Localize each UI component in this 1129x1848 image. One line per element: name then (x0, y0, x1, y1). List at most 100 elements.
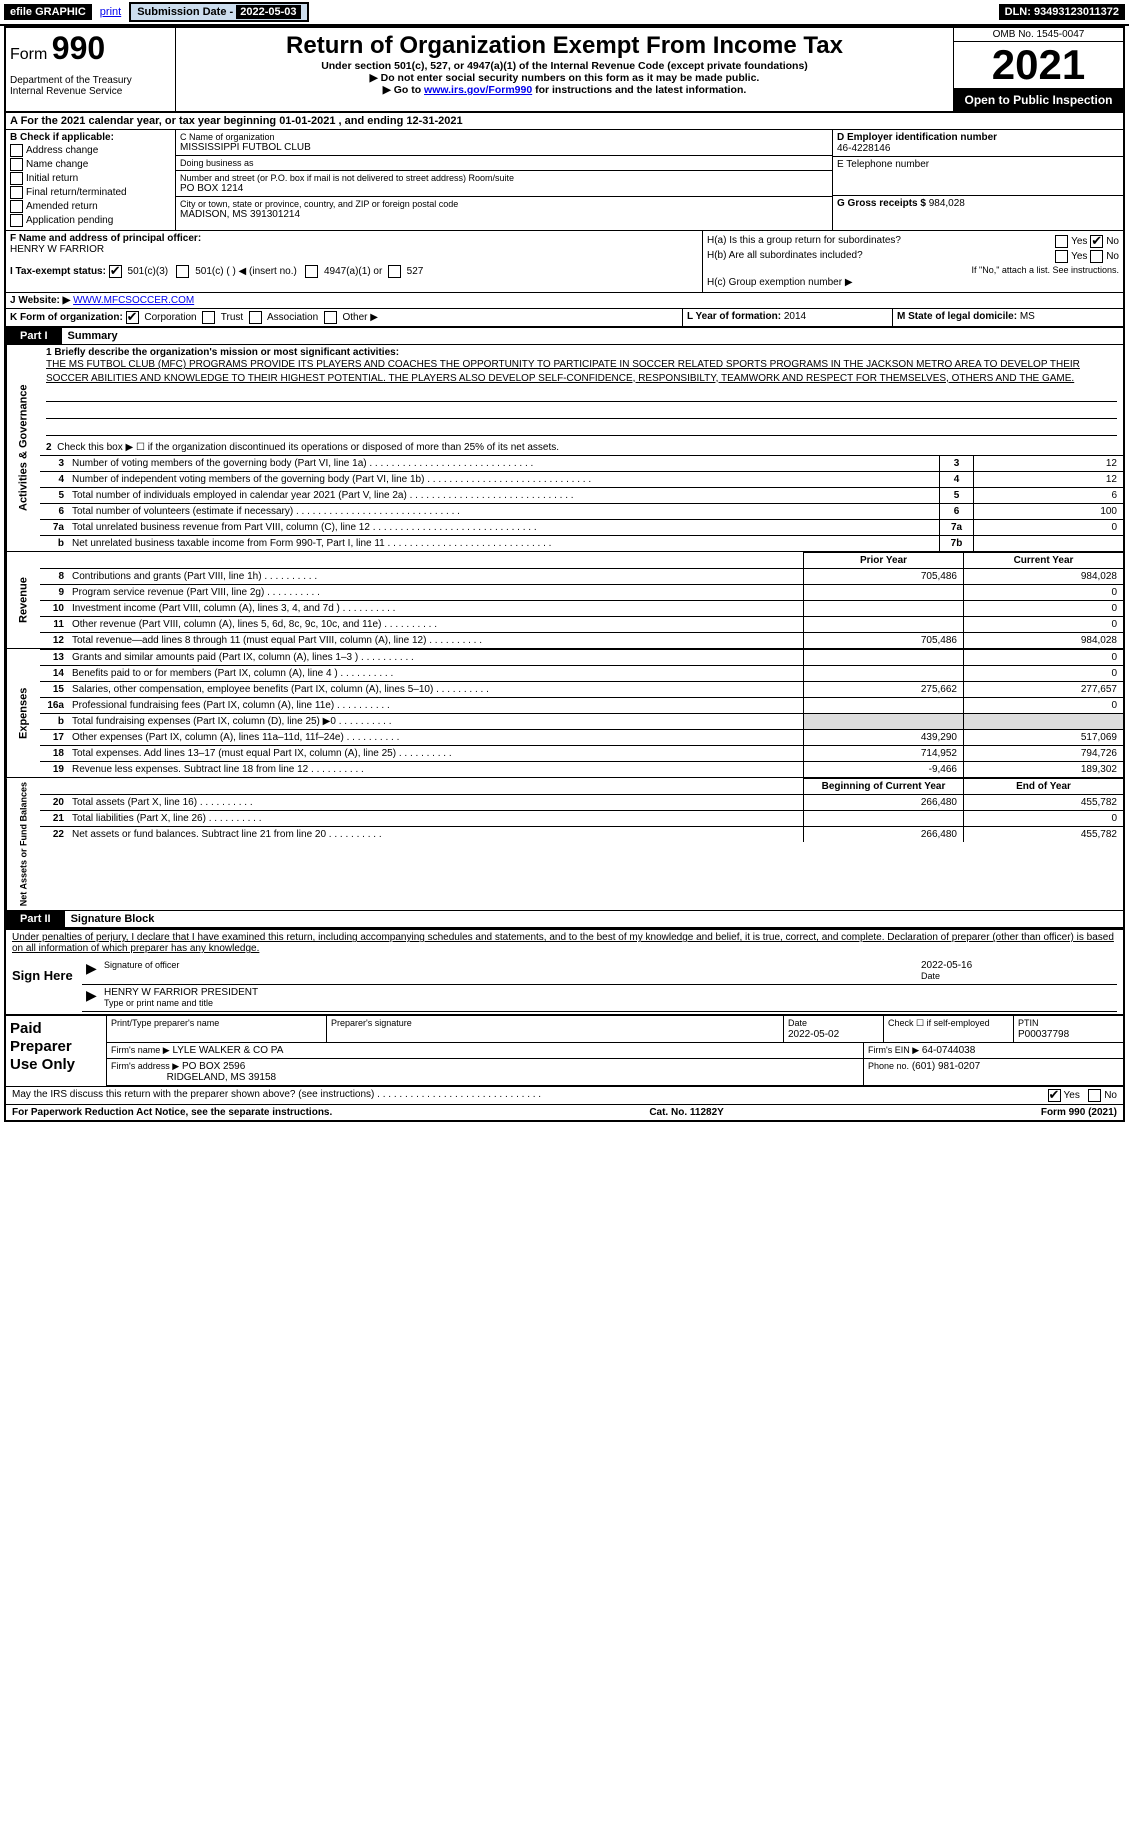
row-k-l-m: K Form of organization: Corporation Trus… (6, 309, 1123, 327)
irs-link[interactable]: www.irs.gov/Form990 (424, 84, 532, 96)
line-row: 16aProfessional fundraising fees (Part I… (40, 697, 1123, 713)
pointer-icon: ▶ (82, 958, 100, 985)
chk-other[interactable] (324, 311, 337, 324)
line-row: 8Contributions and grants (Part VIII, li… (40, 568, 1123, 584)
vlabel-governance: Activities & Governance (6, 345, 40, 551)
sig-declaration: Under penalties of perjury, I declare th… (12, 932, 1117, 954)
line-row: bNet unrelated business taxable income f… (40, 535, 1123, 551)
part1-header: Part I Summary (6, 327, 1123, 345)
chk-name-change[interactable] (10, 158, 23, 171)
city: MADISON, MS 391301214 (180, 209, 828, 220)
chk-app-pending[interactable] (10, 214, 23, 227)
chk-amended[interactable] (10, 200, 23, 213)
line-row: 21Total liabilities (Part X, line 26)0 (40, 810, 1123, 826)
chk-501c[interactable] (176, 265, 189, 278)
line-row: 5Total number of individuals employed in… (40, 487, 1123, 503)
signature-block: Under penalties of perjury, I declare th… (6, 928, 1123, 1014)
print-link[interactable]: print (100, 6, 121, 18)
firm-addr: PO BOX 2596 (182, 1061, 245, 1072)
line-row: 19Revenue less expenses. Subtract line 1… (40, 761, 1123, 777)
firm-ein: 64-0744038 (922, 1045, 975, 1056)
hdr-right: OMB No. 1545-0047 2021 Open to Public In… (953, 28, 1123, 111)
paid-preparer: Paid Preparer Use Only Print/Type prepar… (6, 1014, 1123, 1086)
foot-form: Form 990 (2021) (1041, 1107, 1117, 1118)
firm-name: LYLE WALKER & CO PA (172, 1045, 283, 1056)
line-row: 17Other expenses (Part IX, column (A), l… (40, 729, 1123, 745)
chk-discuss-no[interactable] (1088, 1089, 1101, 1102)
addr: PO BOX 1214 (180, 183, 828, 194)
line-row: 7aTotal unrelated business revenue from … (40, 519, 1123, 535)
chk-corp[interactable] (126, 311, 139, 324)
row-j-website: J Website: ▶ WWW.MFCSOCCER.COM (6, 293, 1123, 309)
line-row: 4Number of independent voting members of… (40, 471, 1123, 487)
prep-label: Paid Preparer Use Only (6, 1016, 106, 1086)
subline-3: ▶ Go to www.irs.gov/Form990 for instruct… (182, 84, 947, 96)
subline-1: Under section 501(c), 527, or 4947(a)(1)… (182, 60, 947, 72)
netassets-section: Net Assets or Fund Balances Beginning of… (6, 777, 1123, 910)
footer: For Paperwork Reduction Act Notice, see … (6, 1104, 1123, 1120)
org-name: MISSISSIPPI FUTBOL CLUB (180, 142, 828, 153)
vlabel-expenses: Expenses (6, 649, 40, 777)
vlabel-revenue: Revenue (6, 552, 40, 648)
line-row: 20Total assets (Part X, line 16)266,4804… (40, 794, 1123, 810)
line-row: 18Total expenses. Add lines 13–17 (must … (40, 745, 1123, 761)
submission-date-box: Submission Date - 2022-05-03 (129, 2, 308, 22)
chk-address-change[interactable] (10, 144, 23, 157)
mission-text: THE MS FUTBOL CLUB (MFC) PROGRAMS PROVID… (46, 358, 1117, 385)
line-row: 22Net assets or fund balances. Subtract … (40, 826, 1123, 842)
col-d: D Employer identification number 46-4228… (833, 130, 1123, 230)
line-row: 15Salaries, other compensation, employee… (40, 681, 1123, 697)
subline-2: ▶ Do not enter social security numbers o… (182, 72, 947, 84)
line-row: 10Investment income (Part VIII, column (… (40, 600, 1123, 616)
form-header: Form 990 Department of the Treasury Inte… (6, 28, 1123, 113)
expenses-section: Expenses 13Grants and similar amounts pa… (6, 648, 1123, 777)
line-row: bTotal fundraising expenses (Part IX, co… (40, 713, 1123, 729)
col-b: B Check if applicable: Address change Na… (6, 130, 176, 230)
foot-paperwork: For Paperwork Reduction Act Notice, see … (12, 1107, 332, 1118)
tax-year: 2021 (954, 42, 1123, 89)
sign-here-label: Sign Here (12, 958, 82, 1012)
chk-501c3[interactable] (109, 265, 122, 278)
gross-receipts: 984,028 (929, 198, 965, 209)
chk-initial-return[interactable] (10, 172, 23, 185)
line-row: 12Total revenue—add lines 8 through 11 (… (40, 632, 1123, 648)
chk-4947[interactable] (305, 265, 318, 278)
chk-assoc[interactable] (249, 311, 262, 324)
chk-hb-yes[interactable] (1055, 250, 1068, 263)
col-c: C Name of organization MISSISSIPPI FUTBO… (176, 130, 833, 230)
hdr-mid: Return of Organization Exempt From Incom… (176, 28, 953, 111)
topbar: efile GRAPHIC print Submission Date - 20… (0, 0, 1129, 26)
dept-label: Department of the Treasury Internal Reve… (10, 75, 171, 97)
chk-527[interactable] (388, 265, 401, 278)
website-link[interactable]: WWW.MFCSOCCER.COM (73, 295, 194, 306)
line-row: 6Total number of volunteers (estimate if… (40, 503, 1123, 519)
sig-date: 2022-05-16 (921, 960, 972, 971)
chk-ha-no[interactable] (1090, 235, 1103, 248)
chk-final-return[interactable] (10, 186, 23, 199)
chk-discuss-yes[interactable] (1048, 1089, 1061, 1102)
prep-date: 2022-05-02 (788, 1029, 839, 1040)
chk-hb-no[interactable] (1090, 250, 1103, 263)
revenue-section: Revenue Prior Year Current Year 8Contrib… (6, 551, 1123, 648)
part2-header: Part II Signature Block (6, 910, 1123, 928)
line-row: 13Grants and similar amounts paid (Part … (40, 649, 1123, 665)
dln-badge: DLN: 93493123011372 (999, 4, 1125, 20)
state-domicile: MS (1020, 311, 1035, 322)
col-end-year: End of Year (963, 778, 1123, 794)
mission-label: 1 Briefly describe the organization's mi… (46, 347, 399, 358)
line-row: 9Program service revenue (Part VIII, lin… (40, 584, 1123, 600)
col-begin-year: Beginning of Current Year (803, 778, 963, 794)
line-row: 11Other revenue (Part VIII, column (A), … (40, 616, 1123, 632)
form-title: Return of Organization Exempt From Incom… (182, 32, 947, 60)
pointer-icon: ▶ (82, 985, 100, 1012)
col-prior-year: Prior Year (803, 552, 963, 568)
ein: 46-4228146 (837, 143, 1119, 154)
year-formation: 2014 (784, 311, 806, 322)
chk-ha-yes[interactable] (1055, 235, 1068, 248)
row-f-h: F Name and address of principal officer:… (6, 231, 1123, 293)
col-current-year: Current Year (963, 552, 1123, 568)
ptin: P00037798 (1018, 1029, 1069, 1040)
foot-catno: Cat. No. 11282Y (649, 1107, 723, 1118)
chk-trust[interactable] (202, 311, 215, 324)
entity-block: B Check if applicable: Address change Na… (6, 130, 1123, 231)
